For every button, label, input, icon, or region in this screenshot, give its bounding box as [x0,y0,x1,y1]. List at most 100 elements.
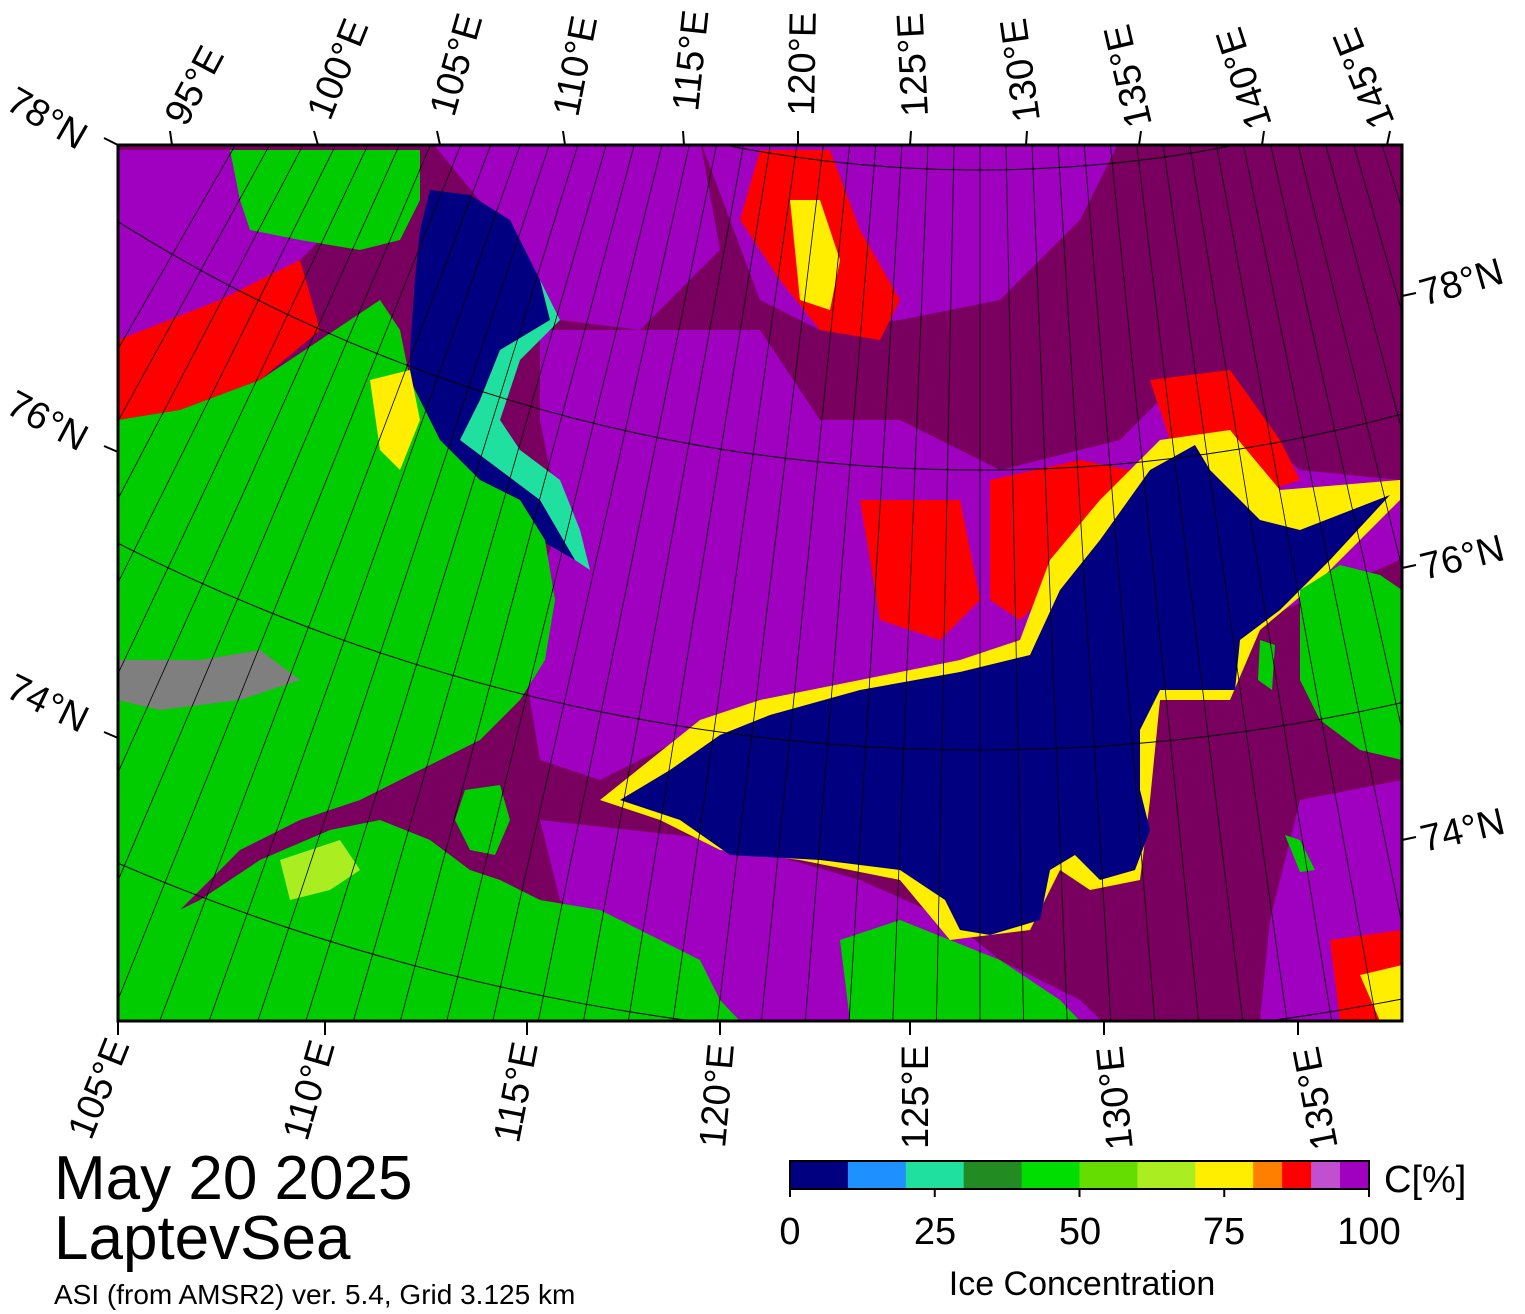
bottom-lon-label: 110°E [275,1036,343,1145]
colorbar-title: Ice Concentration [948,1265,1216,1303]
meridian-line [583,145,744,1021]
meridian-line [1243,145,1402,927]
meridian-line [1136,145,1244,1021]
meridian-line [305,145,579,1021]
bottom-lon-label: 130°E [1089,1044,1142,1152]
graticule-lines [118,0,1525,1040]
colorbar-tick-label: 25 [913,1211,957,1253]
meridian-line [1189,145,1333,1021]
meridian-line [1514,0,1525,1020]
left-lat-label: 78°N [0,79,94,158]
meridian-line [257,145,550,1021]
meridian-line [1109,145,1200,1021]
colorbar-bin [847,1161,907,1189]
laptev-polynya [620,445,1390,935]
left-lat-label: 76°N [0,383,94,460]
bottom-lon-label: 105°E [60,1033,138,1145]
meridian-line [1325,145,1402,432]
ice-edge-zone [460,195,590,570]
colorbar [789,1161,1370,1197]
top-lon-label: 110°E [546,12,607,119]
meridian-line [848,145,903,1021]
top-lon-labels: 95°E 100°E 105°E 110°E 115°E 120°E 125°E… [157,8,1403,134]
top-lon-label: 140°E [1208,22,1280,134]
colorbar-tick-label: 50 [1058,1211,1102,1253]
ice-concentration-field [118,145,1402,1021]
meridian-line [804,145,877,1021]
bottom-lon-label: 115°E [486,1039,547,1146]
meridian-line [537,145,717,1021]
right-lat-label: 76°N [1416,527,1509,588]
meridian-line [446,145,663,1021]
ice-zone-light [434,145,720,330]
meridian-line [1216,145,1377,1021]
meridian-line [159,145,492,1021]
map-date: May 20 2025 [54,1144,413,1213]
colorbar-bin [1021,1161,1080,1189]
meridian-line [118,145,337,584]
ice-zone-yellow [790,200,840,310]
meridian-line [118,145,431,882]
meridian-line [1270,145,1402,733]
bottom-lon-label: 120°E [692,1042,743,1149]
left-lat-label: 74°N [0,666,95,741]
top-lon-label: 95°E [157,39,233,132]
meridian-line [118,145,400,774]
meridian-line [1083,145,1156,1021]
fast-ice-zone [280,840,360,900]
colorbar-unit: C[%] [1384,1159,1467,1201]
top-lon-label: 100°E [299,13,377,125]
meridian-line [1297,145,1402,570]
small-island [1285,835,1315,872]
ice-zone-yellow [1360,965,1402,1021]
meridian-line [1353,145,1402,314]
meridian-line [892,145,929,1021]
colorbar-bin [1195,1161,1254,1189]
siberian-coast-land [118,820,740,1021]
top-lon-label: 130°E [993,16,1049,125]
meridian-line [118,145,304,500]
lena-delta-land [840,920,1080,1021]
right-lat-label: 74°N [1417,801,1509,861]
colorbar-frame [789,1160,1370,1190]
meridian-line [208,145,521,1021]
colorbar-tick-label: 0 [779,1211,801,1253]
top-lon-label: 125°E [890,12,937,118]
meridian-line [399,145,635,1021]
severnaya-zemlya-land [230,150,420,250]
colorbar-bin [1253,1161,1283,1189]
colorbar-bin [1340,1161,1370,1189]
meridian-line [716,145,824,1021]
map-region: LaptevSea [54,1204,351,1273]
bottom-lon-labels: 105°E 110°E 115°E 120°E 125°E 130°E 135°… [60,1033,1346,1154]
top-lon-label: 120°E [781,11,825,116]
meridian-line [760,145,851,1021]
meridian-line [1005,145,1024,1021]
right-lat-label: 78°N [1415,251,1508,315]
top-lon-label: 115°E [665,8,717,113]
colorbar-bin [1079,1161,1138,1189]
bottom-lon-label: 125°E [895,1045,937,1149]
colorbar-tick-label: 75 [1202,1211,1246,1253]
meridian-line [936,145,955,1021]
bottom-lon-label: 135°E [1286,1043,1347,1153]
bolshevik-island [455,785,510,855]
taymyr-land [118,300,555,940]
ice-zone-red [860,500,980,640]
top-lon-label: 145°E [1325,22,1403,134]
ice-zone-red [990,460,1130,620]
map-frame [116,143,1404,1023]
fast-ice-zone [370,370,420,470]
meridian-line [118,145,369,675]
meridian-line [118,145,462,1001]
meridian-line [1031,145,1068,1021]
top-lon-label: 135°E [1096,21,1160,132]
data-source-note: ASI (from AMSR2) ver. 5.4, Grid 3.125 km [54,1279,576,1310]
ice-zone-red [118,260,320,420]
top-lon-label: 105°E [422,9,491,121]
colorbar-bin [963,1161,1023,1189]
meridian-line [492,145,690,1021]
colorbar-bin [790,1161,849,1189]
meridian-line [1491,0,1525,1040]
